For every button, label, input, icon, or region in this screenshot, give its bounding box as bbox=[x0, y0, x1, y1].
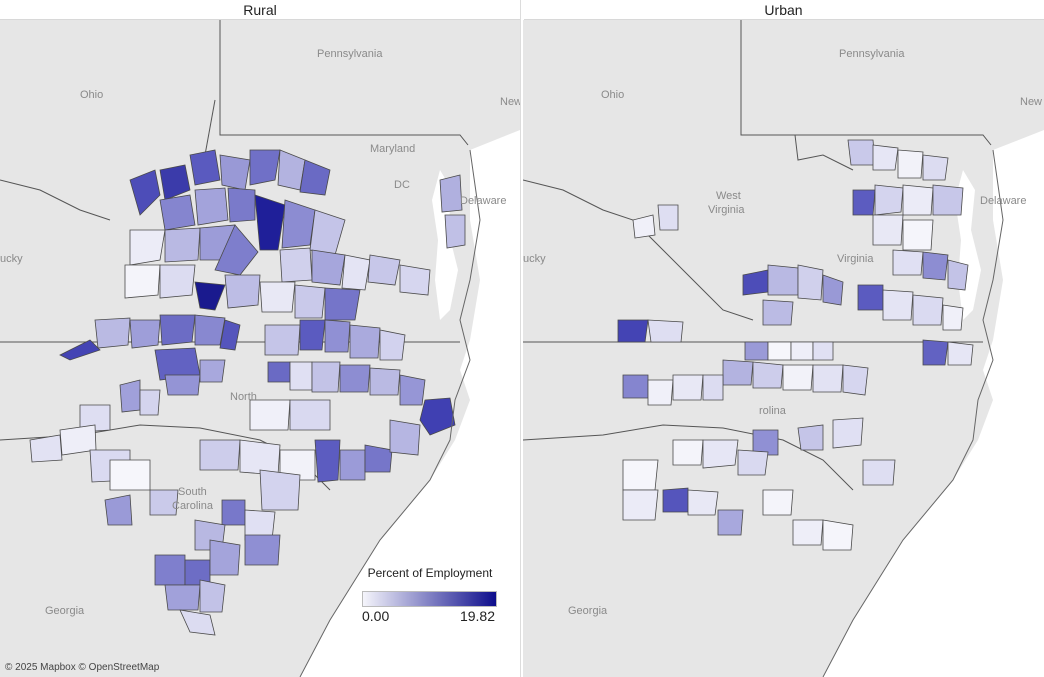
panel-title-urban: Urban bbox=[523, 0, 1044, 20]
color-legend: Percent of Employment 0.00 19.82 bbox=[360, 566, 500, 626]
panel-divider bbox=[520, 0, 524, 677]
map-attribution[interactable]: © 2025 Mapbox © OpenStreetMap bbox=[5, 662, 160, 673]
rural-map[interactable]: Ohio Pennsylvania New Maryland DC Delawa… bbox=[0, 20, 520, 677]
legend-gradient bbox=[362, 591, 497, 607]
rural-map-canvas[interactable] bbox=[0, 20, 520, 677]
urban-map[interactable]: Ohio Pennsylvania New West Virginia Virg… bbox=[523, 20, 1044, 677]
urban-map-canvas[interactable] bbox=[523, 20, 1044, 677]
legend-title: Percent of Employment bbox=[367, 566, 493, 580]
panel-title-rural: Rural bbox=[0, 0, 520, 20]
legend-min-value: 0.00 bbox=[362, 608, 390, 624]
legend-max-value: 19.82 bbox=[459, 608, 495, 624]
